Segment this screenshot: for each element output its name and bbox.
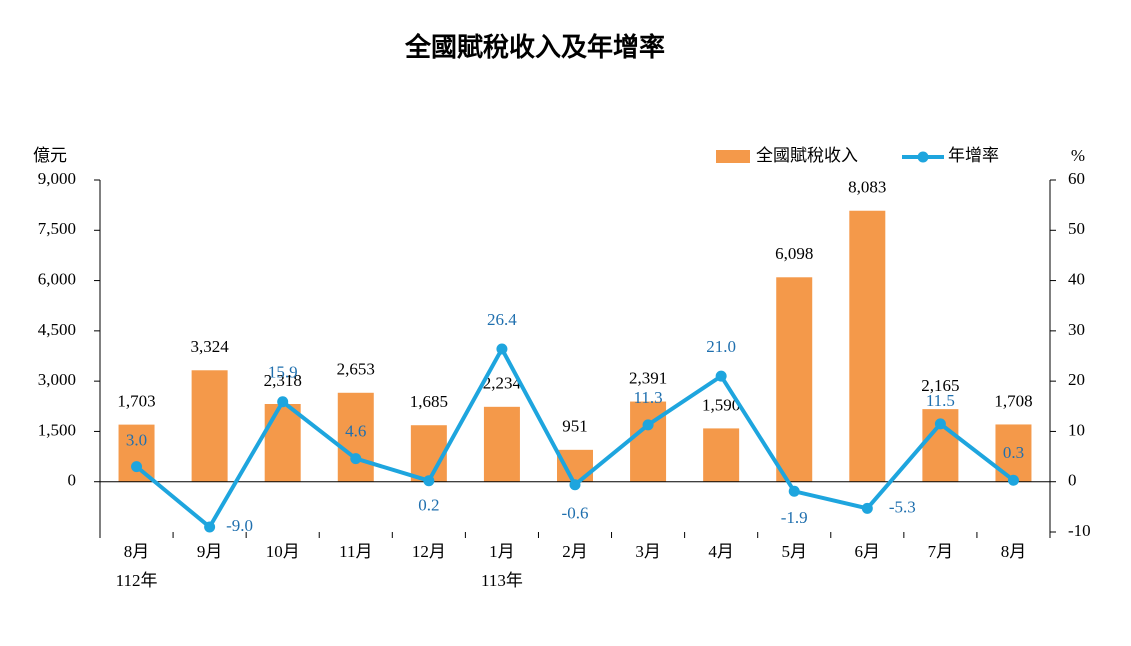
line-value-label: 4.6 — [345, 421, 366, 440]
bar — [776, 277, 813, 482]
legend-label: 年增率 — [948, 146, 999, 165]
x-tick-label: 5月 — [781, 542, 807, 561]
bar — [410, 425, 447, 482]
y2-tick-label: -10 — [1068, 521, 1091, 540]
x-tick-label: 6月 — [855, 542, 881, 561]
line-point — [934, 418, 946, 430]
bar — [849, 210, 886, 482]
x-tick-label: 2月 — [562, 542, 588, 561]
y2-tick-label: 10 — [1068, 420, 1085, 439]
line-value-label: 11.5 — [926, 391, 955, 410]
x-tick-sublabel: 113年 — [481, 571, 523, 590]
legend-swatch — [917, 151, 929, 163]
y2-tick-label: 60 — [1068, 169, 1085, 188]
y2-tick-label: 0 — [1068, 471, 1077, 490]
line-value-label: -5.3 — [889, 497, 916, 516]
line-value-label: 3.0 — [126, 431, 147, 450]
y-tick-label: 1,500 — [38, 420, 76, 439]
bar-value-label: 1,708 — [994, 391, 1032, 410]
legend-swatch — [716, 150, 750, 163]
y-tick-label: 0 — [68, 471, 77, 490]
bar-value-label: 3,324 — [190, 337, 229, 356]
y2-tick-label: 40 — [1068, 269, 1085, 288]
legend-label: 全國賦稅收入 — [756, 146, 858, 165]
bar — [264, 404, 301, 482]
x-tick-sublabel: 112年 — [116, 571, 158, 590]
line-point — [350, 453, 362, 465]
y-tick-label: 3,000 — [38, 370, 76, 389]
bar — [191, 370, 228, 482]
line-value-label: 21.0 — [706, 337, 736, 356]
line-point — [642, 419, 654, 431]
line-point — [1007, 474, 1019, 486]
x-tick-label: 11月 — [339, 542, 372, 561]
line-point — [277, 396, 289, 408]
y2-axis-label: % — [1071, 146, 1085, 165]
y-tick-label: 7,500 — [38, 219, 76, 238]
line-value-label: -9.0 — [226, 516, 253, 535]
y2-tick-label: 20 — [1068, 370, 1085, 389]
line-value-label: -1.9 — [781, 508, 808, 527]
line-value-label: 15.9 — [268, 363, 298, 382]
line-point — [569, 479, 581, 491]
y2-tick-label: 50 — [1068, 219, 1085, 238]
y-tick-label: 4,500 — [38, 320, 76, 339]
bar-value-label: 2,653 — [337, 360, 375, 379]
y-tick-label: 6,000 — [38, 269, 76, 288]
x-tick-label: 8月 — [124, 542, 150, 561]
bar — [118, 424, 155, 482]
x-tick-label: 1月 — [489, 542, 515, 561]
line-point — [204, 521, 216, 533]
bar-value-label: 1,703 — [117, 392, 155, 411]
x-tick-label: 9月 — [197, 542, 223, 561]
bar-value-label: 1,590 — [702, 395, 740, 414]
line-point — [715, 370, 727, 382]
bar-value-label: 8,083 — [848, 178, 886, 197]
bar-value-label: 951 — [562, 417, 588, 436]
line-point — [861, 502, 873, 514]
line-value-label: 0.3 — [1003, 443, 1024, 462]
line-value-label: 26.4 — [487, 310, 517, 329]
x-tick-label: 7月 — [928, 542, 954, 561]
x-tick-label: 3月 — [635, 542, 661, 561]
line-value-label: 0.2 — [418, 496, 439, 515]
bar-value-label: 6,098 — [775, 244, 813, 263]
line-point — [788, 485, 800, 497]
bar — [483, 406, 520, 482]
y-axis-label: 億元 — [33, 146, 67, 165]
chart-title: 全國賦稅收入及年增率 — [404, 32, 665, 62]
bar-value-label: 2,391 — [629, 368, 667, 387]
bar-value-label: 2,165 — [921, 376, 959, 395]
bar-value-label: 2,318 — [264, 371, 302, 390]
line-point — [131, 461, 143, 473]
bar — [703, 428, 740, 482]
bar — [337, 392, 374, 482]
bar-value-label: 1,685 — [410, 392, 448, 411]
x-tick-label: 12月 — [412, 542, 446, 561]
line-point — [423, 475, 435, 487]
line-value-label: 11.3 — [634, 388, 663, 407]
x-tick-label: 4月 — [708, 542, 734, 561]
y2-tick-label: 30 — [1068, 320, 1085, 339]
bar — [630, 401, 667, 482]
x-tick-label: 10月 — [266, 542, 300, 561]
line-point — [496, 343, 508, 355]
x-tick-label: 8月 — [1001, 542, 1027, 561]
bar-value-label: 2,234 — [483, 374, 522, 393]
y-tick-label: 9,000 — [38, 169, 76, 188]
line-value-label: -0.6 — [562, 504, 589, 523]
